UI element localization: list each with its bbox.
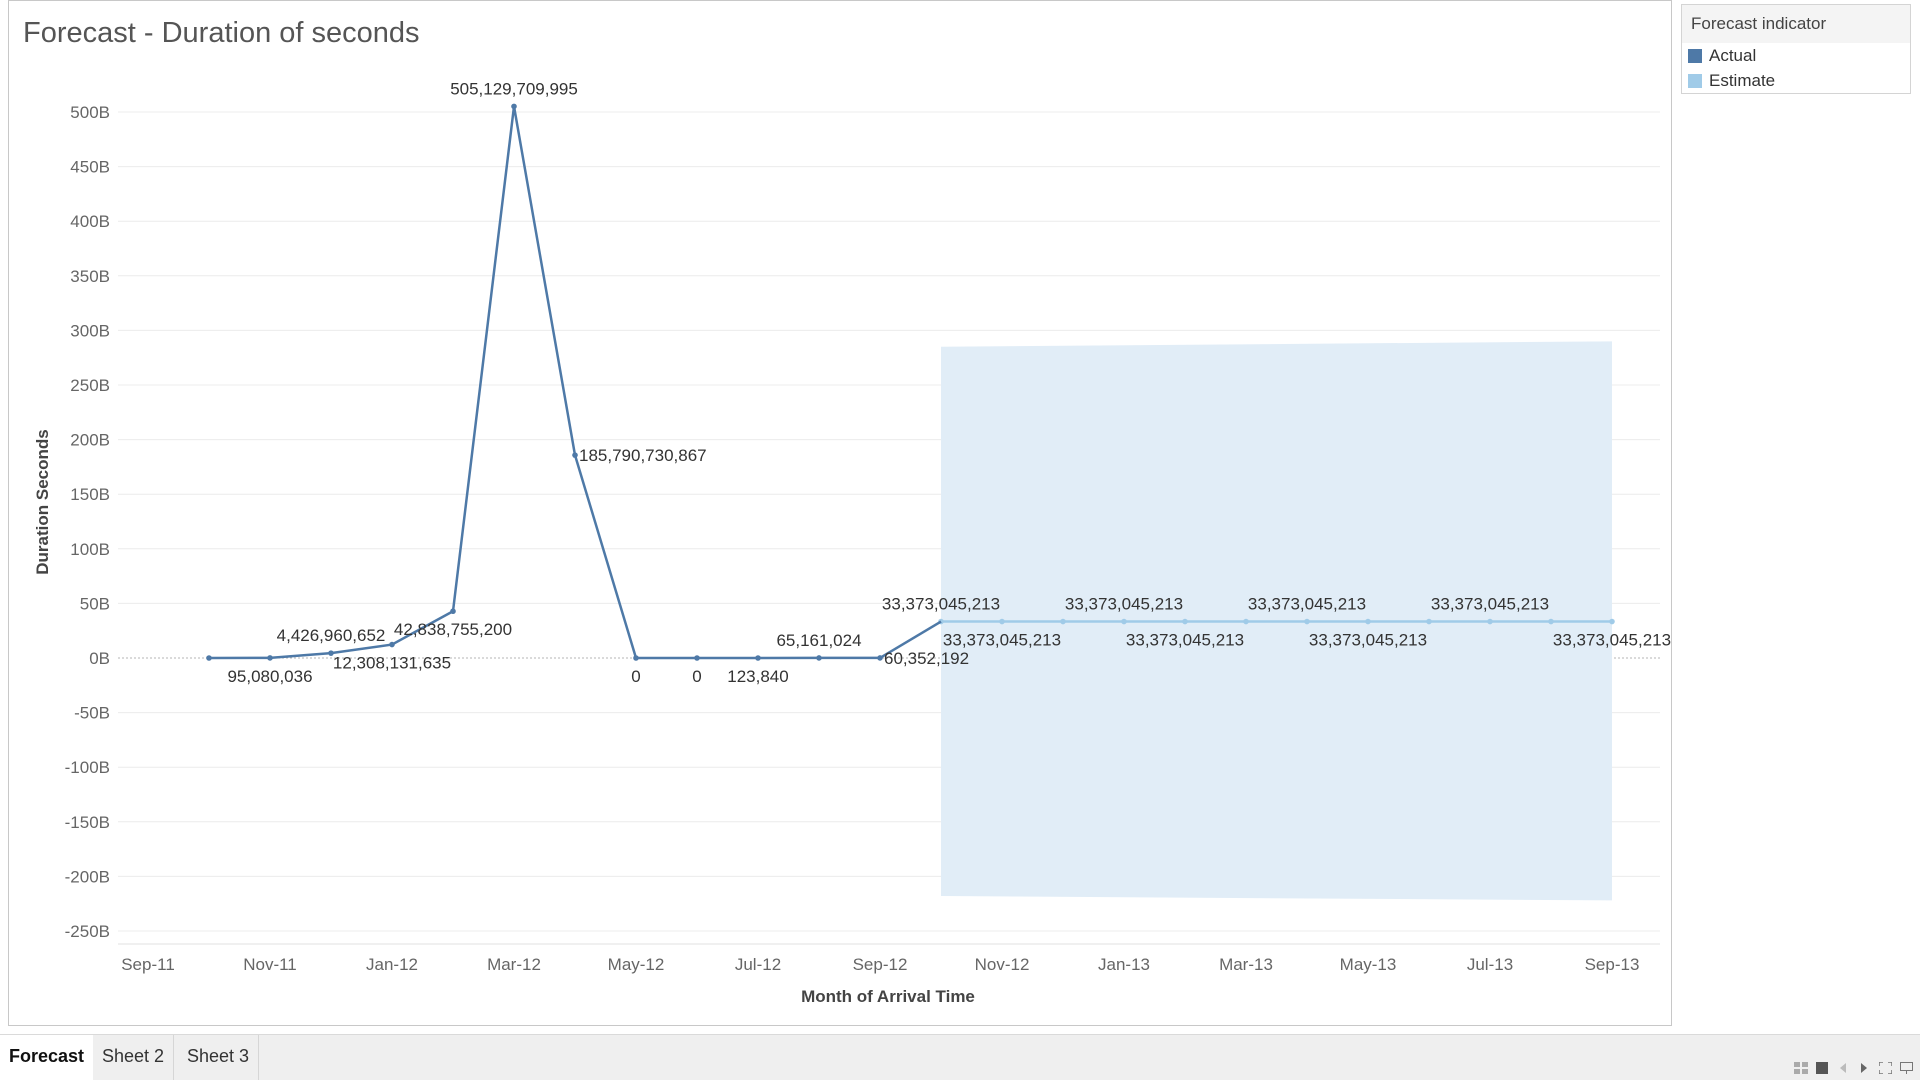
x-tick-label: May-13 bbox=[1340, 955, 1397, 974]
data-label: 123,840 bbox=[727, 667, 788, 686]
legend-label-actual: Actual bbox=[1709, 46, 1757, 65]
y-tick-label: 100B bbox=[70, 540, 110, 559]
data-point-actual[interactable] bbox=[206, 655, 212, 661]
data-label: 42,838,755,200 bbox=[394, 620, 512, 639]
y-tick-label: 350B bbox=[70, 267, 110, 286]
y-tick-label: 200B bbox=[70, 431, 110, 450]
data-label: 33,373,045,213 bbox=[882, 595, 1000, 614]
x-tick-label: Jan-12 bbox=[366, 955, 418, 974]
data-label: 33,373,045,213 bbox=[1126, 631, 1244, 650]
data-point-actual[interactable] bbox=[694, 655, 700, 661]
x-tick-label: Jul-13 bbox=[1467, 955, 1513, 974]
data-label: 65,161,024 bbox=[776, 631, 861, 650]
y-tick-label: -200B bbox=[65, 867, 110, 886]
data-point-estimate[interactable] bbox=[1426, 618, 1432, 625]
y-tick-label: -100B bbox=[65, 758, 110, 777]
single-view-icon[interactable] bbox=[1814, 1061, 1830, 1075]
data-point-estimate[interactable] bbox=[1121, 618, 1127, 625]
y-tick-label: 500B bbox=[70, 103, 110, 122]
y-tick-label: 150B bbox=[70, 485, 110, 504]
data-label: 33,373,045,213 bbox=[943, 631, 1061, 650]
line-chart[interactable]: 500B 450B 400B 350B 300B 250B 200B 150B 100B 50B 0… bbox=[0, 0, 1672, 1030]
y-axis-title: Duration Seconds bbox=[33, 429, 52, 574]
y-tick-label: -250B bbox=[65, 922, 110, 941]
y-tick-label: -150B bbox=[65, 813, 110, 832]
x-tick-label: Mar-12 bbox=[487, 955, 541, 974]
x-tick-label: May-12 bbox=[608, 955, 665, 974]
data-point-actual[interactable] bbox=[572, 452, 578, 458]
x-tick-label: Sep-13 bbox=[1585, 955, 1640, 974]
legend-title: Forecast indicator bbox=[1682, 5, 1910, 43]
data-point-actual[interactable] bbox=[816, 655, 822, 661]
legend-label-estimate: Estimate bbox=[1709, 71, 1776, 90]
data-point-actual[interactable] bbox=[328, 650, 334, 656]
legend-swatch-estimate bbox=[1688, 73, 1702, 88]
data-label: 505,129,709,995 bbox=[450, 79, 578, 98]
x-tick-label: Sep-12 bbox=[853, 955, 908, 974]
data-label: 0 bbox=[631, 667, 640, 686]
data-label: 4,426,960,652 bbox=[277, 626, 386, 645]
legend-swatch-actual bbox=[1688, 48, 1702, 63]
data-point-actual[interactable] bbox=[511, 103, 517, 110]
y-tick-label: -50B bbox=[74, 704, 110, 723]
data-label: 33,373,045,213 bbox=[1065, 595, 1183, 614]
legend[interactable]: Forecast indicator Actual Estimate bbox=[1681, 4, 1911, 94]
next-icon[interactable] bbox=[1856, 1061, 1872, 1075]
data-label: 33,373,045,213 bbox=[1431, 595, 1549, 614]
x-tick-label: Sep-11 bbox=[121, 955, 175, 974]
data-label: 185,790,730,867 bbox=[579, 446, 707, 465]
series-connector bbox=[879, 620, 942, 660]
data-point-actual[interactable] bbox=[389, 641, 395, 648]
sheet-tab-bar: Forecast Sheet 2 Sheet 3 bbox=[0, 1034, 1920, 1080]
data-label: 95,080,036 bbox=[227, 667, 312, 686]
data-label: 33,373,045,213 bbox=[1553, 631, 1671, 650]
x-tick-label: Jan-13 bbox=[1098, 955, 1150, 974]
present-icon[interactable] bbox=[1898, 1061, 1914, 1075]
data-label: 60,352,192 bbox=[884, 649, 969, 668]
y-tick-label: 400B bbox=[70, 212, 110, 231]
tab-sheet-3[interactable]: Sheet 3 bbox=[178, 1035, 260, 1080]
legend-item-estimate[interactable]: Estimate bbox=[1682, 68, 1910, 93]
series-line-actual[interactable] bbox=[208, 105, 881, 660]
x-axis-title: Month of Arrival Time bbox=[801, 987, 975, 1006]
y-tick-label: 450B bbox=[70, 158, 110, 177]
data-point-estimate[interactable] bbox=[999, 618, 1005, 625]
data-point-estimate[interactable] bbox=[1304, 618, 1310, 625]
y-tick-label: 250B bbox=[70, 376, 110, 395]
data-label: 0 bbox=[692, 667, 701, 686]
x-tick-label: Jul-12 bbox=[735, 955, 781, 974]
y-tick-label: 50B bbox=[80, 594, 110, 613]
data-point-estimate[interactable] bbox=[1548, 618, 1554, 625]
legend-item-actual[interactable]: Actual bbox=[1682, 43, 1910, 68]
data-label: 12,308,131,635 bbox=[333, 654, 451, 673]
sheet-navigation-controls bbox=[1793, 1061, 1914, 1075]
tab-forecast[interactable]: Forecast bbox=[0, 1035, 94, 1080]
y-tick-label: 0B bbox=[89, 649, 110, 668]
tab-sheet-2[interactable]: Sheet 2 bbox=[93, 1035, 175, 1080]
data-point-actual[interactable] bbox=[267, 655, 273, 661]
data-point-estimate[interactable] bbox=[1609, 618, 1615, 625]
x-tick-label: Nov-11 bbox=[243, 955, 297, 974]
data-point-estimate[interactable] bbox=[1060, 618, 1066, 625]
data-point-estimate[interactable] bbox=[1487, 618, 1493, 625]
chart-title: Forecast - Duration of seconds bbox=[23, 17, 420, 49]
data-point-estimate[interactable] bbox=[1365, 618, 1371, 625]
grid-view-icon[interactable] bbox=[1793, 1061, 1809, 1075]
data-point-actual[interactable] bbox=[755, 655, 761, 661]
y-tick-label: 300B bbox=[70, 321, 110, 340]
data-point-actual[interactable] bbox=[633, 655, 639, 661]
x-tick-label: Nov-12 bbox=[975, 955, 1030, 974]
data-point-estimate[interactable] bbox=[1243, 618, 1249, 625]
x-tick-label: Mar-13 bbox=[1219, 955, 1273, 974]
data-label: 33,373,045,213 bbox=[1309, 631, 1427, 650]
data-point-actual[interactable] bbox=[450, 608, 456, 615]
prev-icon[interactable] bbox=[1835, 1061, 1851, 1075]
data-point-estimate[interactable] bbox=[1182, 618, 1188, 625]
fullscreen-icon[interactable] bbox=[1877, 1061, 1893, 1075]
data-label: 33,373,045,213 bbox=[1248, 595, 1366, 614]
